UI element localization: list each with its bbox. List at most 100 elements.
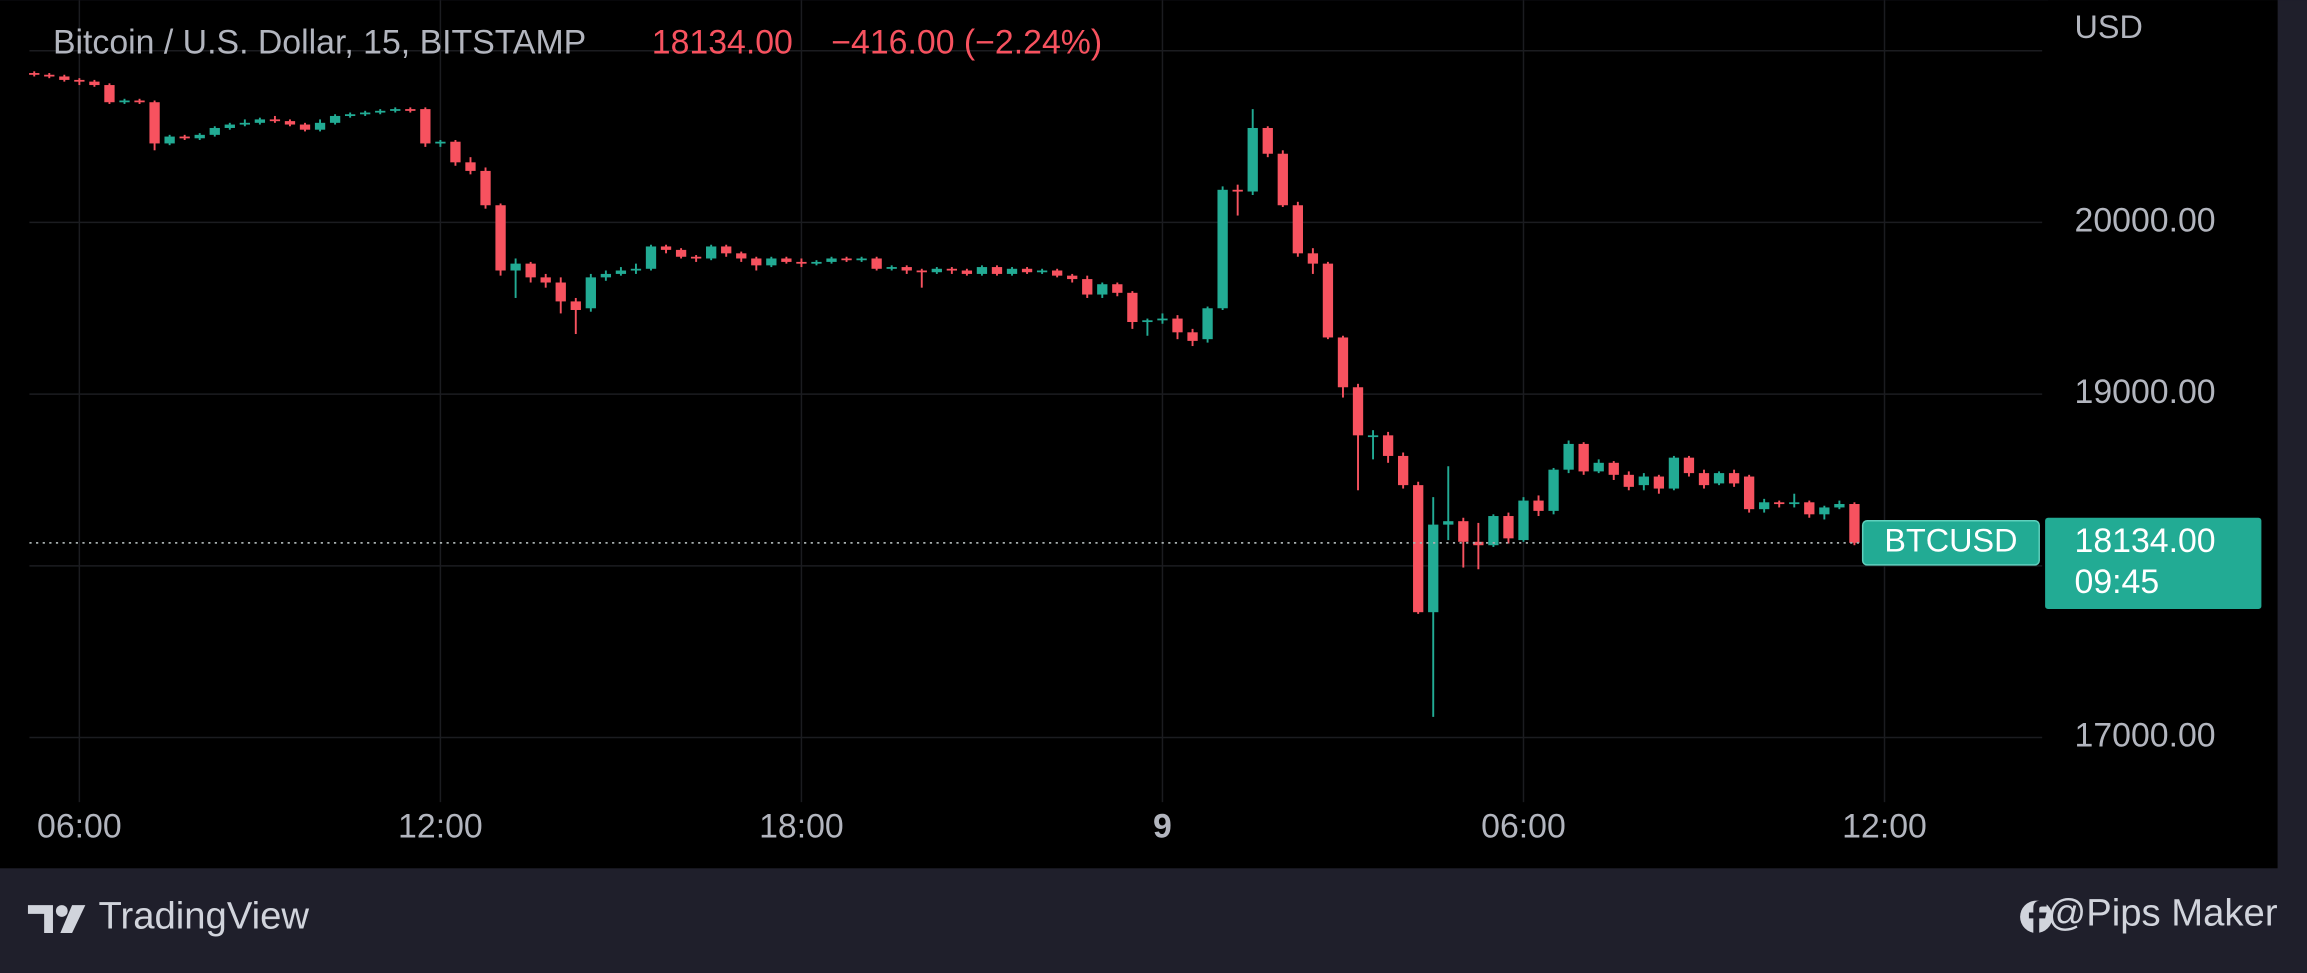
- candle-body: [74, 79, 85, 82]
- candle-body: [1563, 443, 1574, 470]
- candle-body: [841, 258, 852, 261]
- candle-body: [1277, 153, 1288, 206]
- candle-body: [660, 246, 672, 250]
- candle-body: [1713, 473, 1725, 484]
- chart-title: Bitcoin / U.S. Dollar, 15, BITSTAMP: [53, 23, 586, 61]
- price-change: −416.00 (−2.24%): [831, 23, 1102, 61]
- x-tick-label: 9: [1153, 808, 1172, 846]
- candle-body: [1413, 485, 1424, 613]
- candle-body: [1127, 292, 1138, 323]
- countdown: 09:45: [2075, 563, 2160, 601]
- candle-body: [1743, 476, 1755, 510]
- candle-body: [1698, 473, 1710, 486]
- candle-body: [1112, 284, 1123, 293]
- candle-body: [645, 246, 657, 269]
- logo-part: [55, 905, 68, 917]
- candle-body: [1021, 268, 1033, 273]
- candle-body: [1262, 127, 1273, 154]
- candle-body: [1443, 521, 1454, 525]
- candle-body: [1006, 268, 1018, 274]
- candle-body: [1759, 502, 1770, 510]
- last-price: 18134.00: [652, 23, 793, 61]
- candle-body: [796, 261, 807, 264]
- candle-body: [1067, 275, 1078, 280]
- candle-body: [1774, 502, 1785, 505]
- candle-body: [1292, 205, 1303, 254]
- candle-body: [1548, 469, 1559, 511]
- candle-body: [1518, 500, 1529, 541]
- candle-body: [344, 114, 356, 117]
- candle-body: [690, 256, 702, 259]
- candle-body: [149, 102, 160, 144]
- candle-body: [1352, 387, 1364, 436]
- candle-body: [946, 268, 958, 271]
- unit-backdrop: [2048, 0, 2278, 63]
- candle-body: [751, 258, 762, 266]
- y-tick-label: 20000.00: [2075, 201, 2216, 239]
- logo-part: [27, 905, 53, 934]
- candle-body: [1217, 189, 1228, 309]
- candle-body: [1307, 253, 1319, 264]
- candle-body: [976, 267, 988, 274]
- candle-body: [104, 85, 115, 103]
- candle-body: [495, 205, 506, 271]
- candle-body: [1322, 263, 1334, 338]
- candle-body: [1036, 270, 1048, 273]
- x-tick-label: 12:00: [1842, 808, 1927, 846]
- candle-body: [961, 270, 973, 274]
- candle-body: [1623, 474, 1634, 487]
- candle-body: [119, 100, 130, 103]
- candle-body: [856, 258, 867, 261]
- candle-body: [1653, 476, 1665, 489]
- candle-body: [435, 141, 446, 144]
- candle-body: [360, 112, 371, 115]
- candle-body: [1683, 457, 1695, 474]
- candle-body: [1608, 462, 1619, 475]
- candle-body: [781, 258, 792, 262]
- candle-body: [1578, 443, 1589, 472]
- candle-body: [510, 263, 521, 271]
- candle-body: [570, 301, 581, 310]
- candle-body: [1247, 127, 1258, 192]
- candle-body: [1232, 189, 1243, 192]
- brand: TradingView: [99, 894, 310, 937]
- candle-body: [540, 277, 551, 283]
- candle-body: [239, 122, 250, 125]
- candle-body: [931, 268, 942, 273]
- candle-body: [375, 110, 386, 113]
- candle-body: [1202, 308, 1213, 340]
- candle-body: [1834, 504, 1845, 508]
- y-unit: USD: [2075, 9, 2143, 45]
- candle-body: [871, 258, 882, 269]
- candle-body: [1488, 516, 1499, 546]
- candle-body: [901, 267, 912, 271]
- candle-body: [390, 109, 401, 111]
- candle-body: [1638, 476, 1649, 486]
- candle-body: [1337, 337, 1349, 388]
- candle-body: [766, 258, 777, 266]
- candle-body: [420, 109, 431, 144]
- candle-body: [1187, 332, 1198, 341]
- candle-body: [525, 263, 536, 278]
- x-tick-label: 18:00: [759, 808, 844, 846]
- candle-body: [675, 249, 687, 257]
- candle-body: [1789, 502, 1800, 505]
- candle-body: [555, 282, 566, 302]
- candle-body: [1668, 457, 1680, 489]
- candle-body: [1172, 318, 1183, 333]
- chart-background: [0, 0, 2278, 869]
- x-tick-label: 06:00: [37, 808, 122, 846]
- candle-body: [585, 277, 596, 309]
- x-tick-label: 06:00: [1481, 808, 1566, 846]
- candle-body: [329, 115, 341, 123]
- logo-part: [60, 905, 86, 934]
- candle-body: [450, 141, 461, 163]
- y-tick-label: 19000.00: [2075, 373, 2216, 411]
- facebook-icon: [2020, 900, 2053, 934]
- candle-body: [1082, 279, 1093, 295]
- candle-body: [1428, 524, 1439, 613]
- candle-body: [209, 127, 220, 135]
